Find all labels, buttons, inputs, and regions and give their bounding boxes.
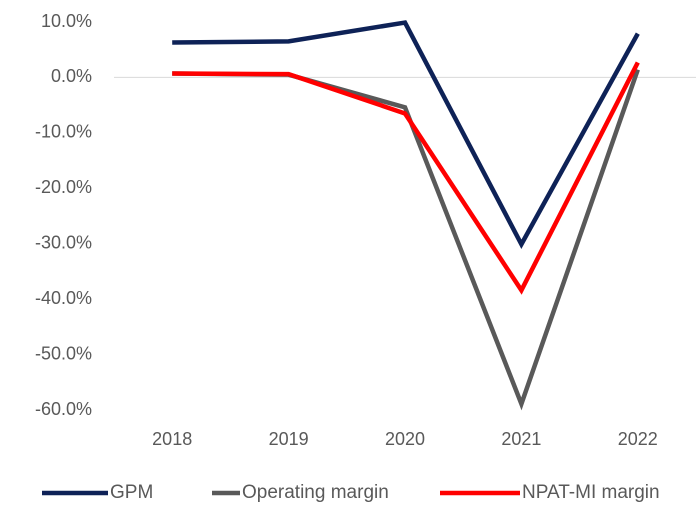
legend-label: GPM (110, 482, 153, 503)
x-tick-label: 2019 (269, 429, 309, 449)
y-tick-label: 10.0% (41, 11, 92, 31)
y-tick-label: -40.0% (35, 288, 92, 308)
legend: GPM Operating margin NPAT-MI margin (42, 482, 660, 503)
y-tick-label: -10.0% (35, 122, 92, 142)
x-tick-label: 2021 (501, 429, 541, 449)
legend-label: NPAT-MI margin (522, 482, 660, 503)
y-tick-label: -30.0% (35, 232, 92, 252)
x-tick-label: 2018 (152, 429, 192, 449)
series-line (172, 61, 640, 295)
legend-label: Operating margin (242, 482, 389, 503)
y-tick-label: -20.0% (35, 177, 92, 197)
x-tick-label: 2022 (618, 429, 658, 449)
series-line (172, 20, 640, 250)
x-tick-label: 2020 (385, 429, 425, 449)
y-tick-label: 0.0% (51, 66, 92, 86)
series-line (172, 68, 640, 411)
y-tick-label: -50.0% (35, 343, 92, 363)
legend-item: GPM (42, 482, 153, 503)
y-tick-label: -60.0% (35, 399, 92, 419)
legend-item: NPAT-MI margin (440, 482, 660, 503)
legend-item: Operating margin (212, 482, 389, 503)
